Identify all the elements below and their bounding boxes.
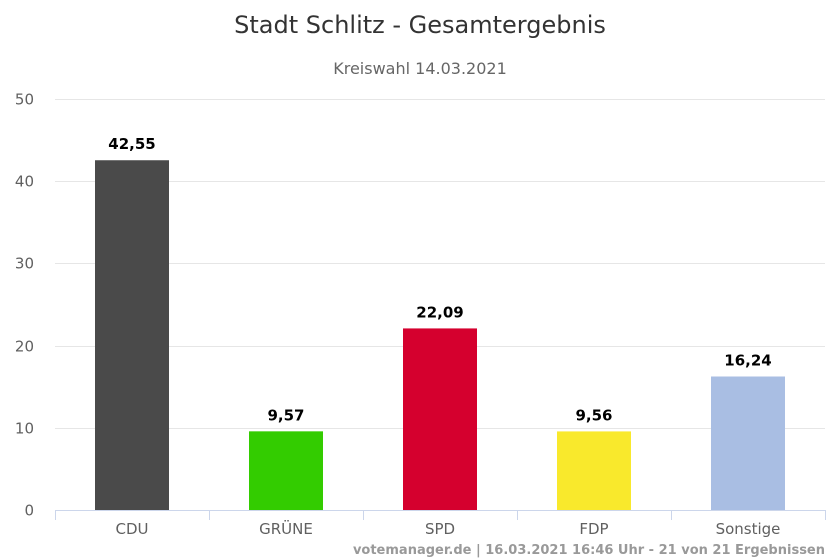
- chart-subtitle: Kreiswahl 14.03.2021: [333, 59, 507, 78]
- y-axis-ticks: 0 10 20 30 40 50: [15, 91, 34, 520]
- bar-spd[interactable]: [403, 328, 477, 510]
- y-tick-label: 50: [15, 91, 34, 109]
- credits[interactable]: votemanager.de | 16.03.2021 16:46 Uhr - …: [353, 543, 825, 558]
- bar-cdu[interactable]: [95, 160, 169, 510]
- data-label: 9,56: [575, 406, 612, 424]
- y-tick-label: 10: [15, 420, 34, 438]
- y-tick-label: 0: [24, 502, 34, 520]
- x-tick-label: Sonstige: [716, 520, 781, 538]
- x-tick-label: FDP: [579, 520, 608, 538]
- x-tick-label: CDU: [115, 520, 148, 538]
- y-tick-label: 30: [15, 255, 34, 273]
- data-label: 22,09: [416, 303, 463, 321]
- y-tick-label: 40: [15, 173, 34, 191]
- x-tick-label: SPD: [425, 520, 455, 538]
- x-axis: CDU GRÜNE SPD FDP Sonstige: [55, 510, 826, 538]
- bar-sonstige[interactable]: [711, 376, 785, 510]
- gridlines: [55, 99, 825, 429]
- bars: [95, 160, 785, 510]
- data-label: 9,57: [267, 406, 304, 424]
- data-label: 42,55: [108, 135, 155, 153]
- bar-grüne[interactable]: [249, 431, 323, 510]
- data-labels: 42,55 9,57 22,09 9,56 16,24: [108, 135, 771, 424]
- y-tick-label: 20: [15, 338, 34, 356]
- bar-fdp[interactable]: [557, 431, 631, 510]
- x-tick-label: GRÜNE: [259, 519, 313, 538]
- chart-title: Stadt Schlitz - Gesamtergebnis: [234, 11, 606, 39]
- data-label: 16,24: [724, 352, 771, 370]
